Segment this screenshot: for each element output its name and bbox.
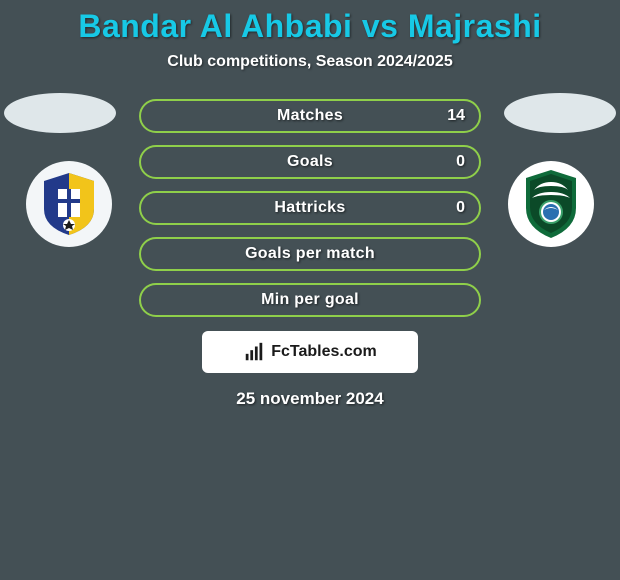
stat-row-goals-per-match: Goals per match [139, 237, 481, 271]
stat-row-goals: Goals 0 [139, 145, 481, 179]
stat-value-right: 0 [456, 153, 465, 171]
stat-row-min-per-goal: Min per goal [139, 283, 481, 317]
club-crest-left-icon [36, 171, 102, 237]
stat-row-matches: Matches 14 [139, 99, 481, 133]
stat-label: Goals per match [245, 245, 375, 263]
stats-area: Matches 14 Goals 0 Hattricks 0 Goals per… [0, 99, 620, 409]
source-brand: FcTables.com [271, 343, 377, 361]
stat-value-right: 0 [456, 199, 465, 217]
club-crest-right-icon [520, 168, 582, 240]
page-title: Bandar Al Ahbabi vs Majrashi [0, 0, 620, 45]
stat-label: Hattricks [274, 199, 345, 217]
player-photo-placeholder-left [4, 93, 116, 133]
player-photo-placeholder-right [504, 93, 616, 133]
stat-label: Min per goal [261, 291, 359, 309]
club-badge-right [508, 161, 594, 247]
source-badge: FcTables.com [202, 331, 418, 373]
stat-label: Matches [277, 107, 343, 125]
infographic-container: Bandar Al Ahbabi vs Majrashi Club compet… [0, 0, 620, 580]
stat-label: Goals [287, 153, 333, 171]
club-badge-left [26, 161, 112, 247]
stat-row-hattricks: Hattricks 0 [139, 191, 481, 225]
subtitle: Club competitions, Season 2024/2025 [0, 53, 620, 71]
date-label: 25 november 2024 [0, 389, 620, 409]
stat-rows: Matches 14 Goals 0 Hattricks 0 Goals per… [139, 99, 481, 317]
bar-chart-icon [243, 341, 265, 363]
stat-value-right: 14 [447, 107, 465, 125]
